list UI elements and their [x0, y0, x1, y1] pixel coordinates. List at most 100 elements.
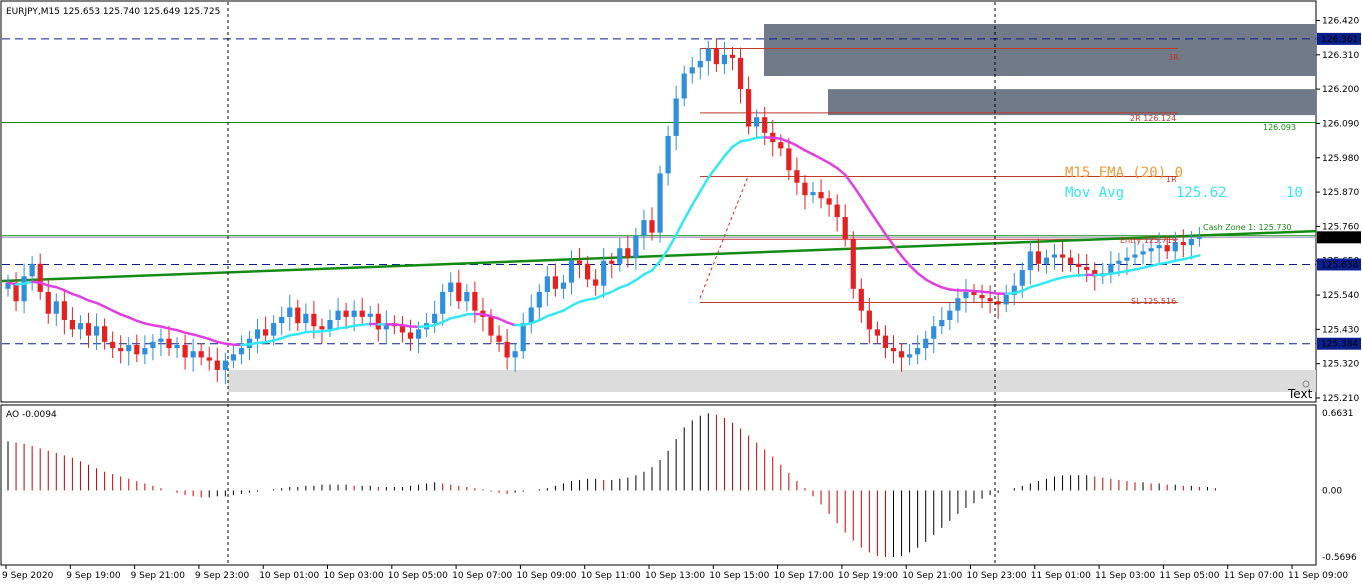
candle[interactable] — [1196, 227, 1202, 247]
candle[interactable] — [721, 42, 728, 75]
candle[interactable] — [1076, 253, 1082, 277]
candle[interactable] — [737, 47, 744, 104]
candle[interactable] — [1011, 272, 1017, 306]
candle[interactable] — [1148, 237, 1154, 264]
ao-pane[interactable] — [0, 404, 1317, 566]
candle[interactable] — [931, 315, 937, 354]
text-object-anchor-icon[interactable] — [1302, 380, 1310, 388]
candle[interactable] — [464, 284, 470, 312]
candle[interactable] — [544, 266, 550, 307]
candle[interactable] — [53, 293, 59, 326]
candle[interactable] — [29, 256, 35, 291]
candle[interactable] — [69, 307, 75, 338]
candle[interactable] — [512, 343, 518, 372]
candle[interactable] — [77, 315, 84, 340]
candle[interactable] — [560, 274, 567, 299]
candle[interactable] — [898, 343, 905, 372]
candle[interactable] — [842, 204, 848, 247]
candle[interactable] — [110, 331, 116, 359]
candle[interactable] — [552, 263, 558, 297]
candle[interactable] — [198, 343, 204, 366]
candle[interactable] — [673, 85, 679, 151]
candle[interactable] — [190, 338, 196, 372]
candle[interactable] — [536, 284, 542, 320]
candle[interactable] — [504, 329, 510, 370]
candle[interactable] — [102, 318, 108, 350]
candle[interactable] — [399, 315, 406, 343]
candle[interactable] — [987, 285, 993, 314]
candle[interactable] — [713, 38, 719, 72]
candle[interactable] — [1059, 241, 1066, 272]
candle[interactable] — [697, 48, 703, 80]
candle[interactable] — [222, 352, 228, 385]
candle[interactable] — [858, 278, 864, 323]
candle[interactable] — [407, 319, 414, 351]
candle[interactable] — [85, 312, 92, 348]
candle[interactable] — [955, 287, 961, 323]
candle[interactable] — [818, 179, 824, 209]
candle[interactable] — [496, 325, 502, 352]
candle[interactable] — [1092, 262, 1098, 291]
candle[interactable] — [681, 65, 687, 107]
candle[interactable] — [746, 76, 752, 135]
candle[interactable] — [150, 334, 156, 361]
candle[interactable] — [794, 157, 800, 195]
candle[interactable] — [802, 174, 808, 210]
candle[interactable] — [850, 231, 856, 299]
candle[interactable] — [1132, 241, 1138, 266]
candle[interactable] — [118, 335, 124, 364]
candle[interactable] — [866, 297, 872, 344]
candle[interactable] — [263, 316, 269, 344]
candle[interactable] — [963, 279, 969, 313]
candle[interactable] — [729, 47, 736, 71]
candle[interactable] — [37, 253, 43, 300]
candle[interactable] — [834, 194, 840, 232]
candle[interactable] — [633, 227, 639, 270]
candle[interactable] — [1188, 231, 1194, 260]
candle[interactable] — [609, 252, 615, 279]
candle[interactable] — [21, 263, 27, 314]
candle[interactable] — [625, 235, 631, 268]
candle[interactable] — [810, 181, 816, 203]
candle[interactable] — [375, 303, 381, 342]
candle[interactable] — [762, 106, 768, 145]
candle[interactable] — [1027, 241, 1033, 285]
candle[interactable] — [568, 250, 575, 295]
candle[interactable] — [456, 269, 462, 310]
candle[interactable] — [303, 303, 309, 334]
candle[interactable] — [979, 284, 985, 309]
candle[interactable] — [5, 274, 11, 297]
candle[interactable] — [657, 165, 663, 243]
candle[interactable] — [1140, 243, 1146, 265]
candle[interactable] — [947, 302, 953, 330]
candle[interactable] — [593, 269, 599, 296]
candle[interactable] — [254, 319, 261, 354]
candle[interactable] — [923, 330, 929, 361]
candle[interactable] — [206, 347, 212, 371]
candle[interactable] — [214, 347, 220, 383]
candle[interactable] — [287, 294, 293, 332]
candle[interactable] — [432, 300, 438, 334]
candle[interactable] — [134, 334, 140, 363]
candle[interactable] — [238, 335, 245, 365]
candle[interactable] — [1051, 244, 1058, 270]
candle[interactable] — [641, 209, 647, 251]
candle[interactable] — [327, 309, 333, 338]
candle[interactable] — [359, 297, 365, 325]
trendline[interactable] — [1, 229, 1317, 283]
candle[interactable] — [1164, 237, 1170, 260]
candle[interactable] — [528, 294, 534, 334]
candle[interactable] — [383, 310, 389, 344]
candle[interactable] — [166, 325, 172, 356]
candle[interactable] — [13, 272, 19, 312]
candle[interactable] — [174, 337, 180, 359]
candle[interactable] — [786, 138, 792, 181]
candle[interactable] — [1108, 251, 1114, 284]
candle[interactable] — [1035, 238, 1041, 272]
candle[interactable] — [1068, 249, 1074, 272]
candle[interactable] — [1043, 249, 1050, 274]
candle[interactable] — [971, 284, 977, 303]
candle[interactable] — [126, 337, 132, 366]
candle[interactable] — [1156, 232, 1162, 263]
